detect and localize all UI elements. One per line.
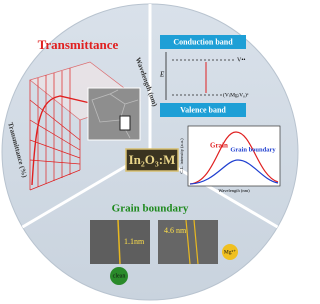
acceptor-level-label: (V₍Mg₎V₀)ˣ — [223, 91, 249, 98]
graphic-abstract: Transmittance Transmittance (%) Waveleng… — [0, 0, 301, 304]
valence-band-label: Valence band — [180, 105, 226, 114]
conduction-band-label: Conduction band — [173, 37, 233, 46]
transmittance-title: Transmittance — [38, 37, 119, 52]
cl-y-label: C.L. intensity (a.u.) — [179, 138, 184, 174]
grain-boundary-title: Grain boundary — [112, 203, 189, 215]
width-mg-label: 4.6 nm — [164, 226, 187, 235]
sem-sample — [120, 116, 130, 130]
width-clean-label: 1.1nm — [124, 237, 145, 246]
cl-grain-label: Grain — [210, 142, 228, 150]
sem-image — [88, 88, 140, 140]
cl-boundary-label: Grain boundary — [230, 146, 276, 153]
cl-x-label: Wavelength (nm) — [218, 188, 250, 193]
center-label: In₂O₃:M — [129, 152, 176, 167]
mg-label: Mg²⁺ — [224, 248, 236, 255]
energy-label: E — [159, 71, 165, 79]
donor-level-label: V•• — [237, 57, 246, 63]
clean-label: clean — [113, 273, 126, 279]
